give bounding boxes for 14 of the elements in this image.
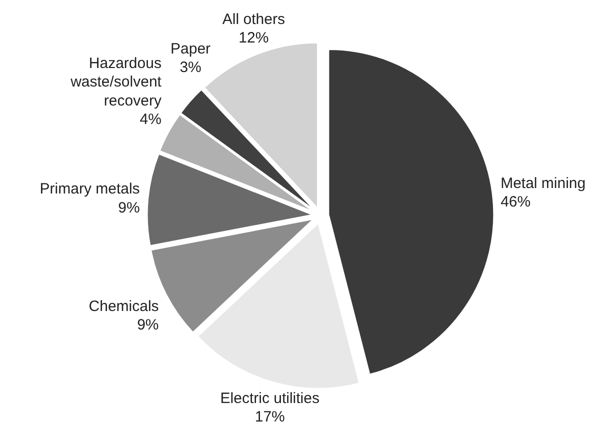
data-label: 46% xyxy=(500,194,531,211)
slice-label: Paper xyxy=(170,40,211,58)
slice-label: Hazardous waste/solvent recovery xyxy=(70,54,162,110)
data-label: 17% xyxy=(254,408,285,426)
data-label: 3% xyxy=(180,59,202,76)
slice-label: All others xyxy=(222,11,285,28)
data-label: 9% xyxy=(118,199,140,216)
data-label: 4% xyxy=(140,111,162,128)
data-label: 9% xyxy=(137,316,159,334)
slice-label: Chemicals xyxy=(88,298,159,315)
slice-label: Metal mining xyxy=(500,174,586,192)
slice-label: Primary metals xyxy=(40,180,140,198)
slice-label: Electric utilities xyxy=(220,390,320,407)
data-label: 12% xyxy=(238,30,269,47)
